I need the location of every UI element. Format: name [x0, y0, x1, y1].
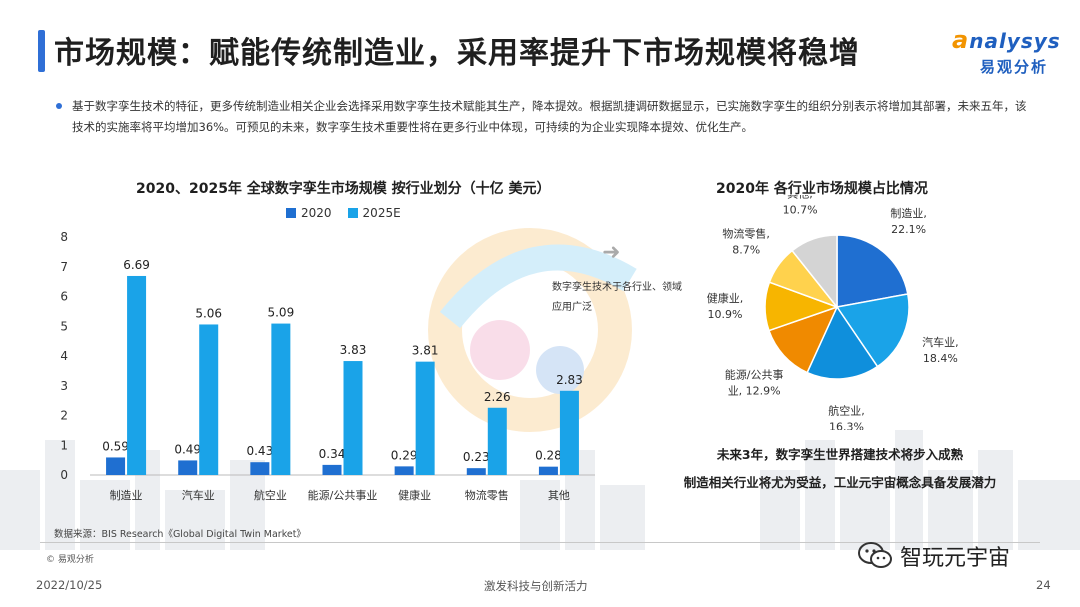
bar-2025E-3 — [343, 361, 363, 475]
pie-label: 制造业, — [890, 206, 927, 220]
pie-slice-0 — [836, 234, 909, 308]
title-accent-bar — [38, 30, 45, 72]
intro-bullet-icon — [56, 103, 62, 109]
x-tick-label: 航空业 — [254, 488, 287, 502]
legend-item-2020: 2020 — [286, 206, 332, 220]
intro-paragraph: 基于数字孪生技术的特征，更多传统制造业相关企业会选择采用数字孪生技术赋能其生产，… — [72, 99, 1027, 134]
pie-label: 健康业, — [707, 291, 744, 305]
x-tick-label: 物流零售 — [465, 488, 509, 502]
bar-2020-1 — [178, 460, 198, 475]
bar-2025E-0 — [127, 275, 147, 475]
legend-swatch-2020 — [286, 208, 296, 218]
y-tick-label: 1 — [60, 438, 68, 452]
pie-percent: 22.1% — [891, 223, 926, 236]
y-tick-label: 5 — [60, 319, 68, 333]
pie-slice-2 — [806, 305, 879, 380]
bar-2020-2 — [250, 462, 270, 475]
data-label: 6.69 — [123, 258, 150, 272]
pie-label: 其他, — [787, 195, 813, 200]
data-label: 3.83 — [340, 343, 367, 357]
bar-2025E-6 — [559, 390, 579, 475]
page-title: 市场规模：赋能传统制造业，采用率提升下市场规模将稳增 — [54, 36, 860, 71]
pie-percent: 10.7% — [783, 203, 818, 216]
bar-2020-5 — [466, 468, 486, 475]
data-label: 2.26 — [484, 390, 511, 404]
pie-slice-6 — [791, 234, 838, 310]
logo-english: analysys — [952, 26, 1061, 54]
bar-2025E-5 — [487, 407, 507, 475]
legend-swatch-2025e — [347, 208, 358, 218]
y-tick-label: 0 — [60, 468, 68, 482]
conclusion-line-1: 未来3年，数字孪生世界搭建技术将步入成熟 — [716, 447, 964, 462]
pie-label: 航空业, — [828, 404, 865, 418]
data-label: 5.09 — [267, 306, 294, 320]
legend-item-2025e: 2025E — [347, 206, 401, 220]
y-tick-label: 2 — [60, 409, 68, 423]
pie-slice-1 — [835, 293, 910, 368]
data-label: 0.28 — [535, 449, 562, 463]
bar-2020-4 — [394, 466, 414, 475]
pie-slice-3 — [768, 305, 839, 374]
pie-percent: 10.9% — [708, 308, 743, 321]
data-label: 5.06 — [195, 306, 222, 320]
copyright: © 易观分析 — [46, 555, 94, 565]
y-tick-label: 7 — [60, 260, 68, 274]
footer-tagline: 激发科技与创新活力 — [484, 579, 588, 593]
x-tick-label: 健康业 — [398, 488, 431, 502]
pie-percent: 业, 12.9% — [728, 384, 781, 397]
x-tick-label: 制造业 — [110, 488, 143, 502]
pie-percent: 8.7% — [732, 243, 760, 256]
wechat-name: 智玩元宇宙 — [900, 546, 1011, 571]
y-tick-label: 6 — [60, 290, 68, 304]
bar-2025E-4 — [415, 361, 435, 475]
y-tick-label: 3 — [60, 379, 68, 393]
bar-2020-3 — [322, 464, 342, 475]
pie-label: 能源/公共事 — [725, 367, 784, 381]
y-tick-label: 4 — [60, 349, 68, 363]
x-tick-label: 汽车业 — [182, 488, 215, 502]
bar-2020-0 — [106, 457, 126, 475]
data-label: 0.34 — [319, 447, 346, 461]
footer-divider — [40, 542, 1040, 543]
page-number: 24 — [1036, 578, 1051, 592]
data-label: 0.43 — [246, 444, 273, 458]
footer-date: 2022/10/25 — [36, 578, 103, 592]
pie-percent: 16.3% — [829, 421, 864, 430]
logo-a: a — [952, 26, 970, 54]
y-tick-label: 8 — [60, 230, 68, 244]
logo-chinese: 易观分析 — [980, 58, 1049, 76]
x-tick-label: 其他 — [548, 489, 570, 502]
conclusion-line-2: 制造相关行业将尤为受益，工业元宇宙概念具备发展潜力 — [683, 475, 997, 490]
legend-label-2020: 2020 — [301, 206, 332, 220]
bar-chart-legend: 2020 2025E — [286, 206, 401, 220]
bar-chart-title: 2020、2025年 全球数字孪生市场规模 按行业划分（十亿 美元） — [136, 181, 551, 197]
chart-annotation: 数字孪生技术于各行业、领域应用广泛 — [552, 282, 682, 313]
data-label: 2.83 — [556, 373, 583, 387]
bar-2020-6 — [538, 466, 558, 475]
wechat-icon — [858, 542, 892, 568]
pie-percent: 18.4% — [923, 352, 958, 365]
pie-chart: 制造业, 22.1% 汽车业, 18.4% 航空业, 16.3% 能源/公共事业, 12.9… — [707, 195, 959, 430]
pie-label: 汽车业, — [922, 335, 959, 349]
city-skyline-background — [0, 430, 1080, 550]
data-label: 3.81 — [412, 344, 439, 358]
wechat-account: 智玩元宇宙 — [858, 540, 1010, 572]
pie-label: 物流零售, — [722, 226, 770, 240]
data-source: 数据来源：BIS Research《Global Digital Twin Ma… — [54, 529, 306, 540]
analysys-logo: analysys 易观分析 — [952, 26, 1064, 82]
data-label: 0.29 — [391, 448, 418, 462]
legend-label-2025e: 2025E — [362, 206, 401, 220]
data-label: 0.49 — [174, 442, 201, 456]
data-label: 0.23 — [463, 450, 490, 464]
bar-2025E-2 — [271, 323, 291, 475]
bar-2025E-1 — [199, 324, 219, 475]
data-label: 0.59 — [102, 439, 129, 453]
logo-rest: nalysys — [969, 29, 1061, 53]
pie-chart-title: 2020年 各行业市场规模占比情况 — [716, 181, 928, 197]
arrow-icon: ➜ — [602, 240, 621, 265]
bar-chart: 0 1 2 3 4 5 6 7 8 0.59 6.69 制造业 0.49 5.06 汽车业 0.43 5.09 航… — [60, 230, 595, 502]
x-tick-label: 能源/公共事业 — [308, 488, 378, 502]
